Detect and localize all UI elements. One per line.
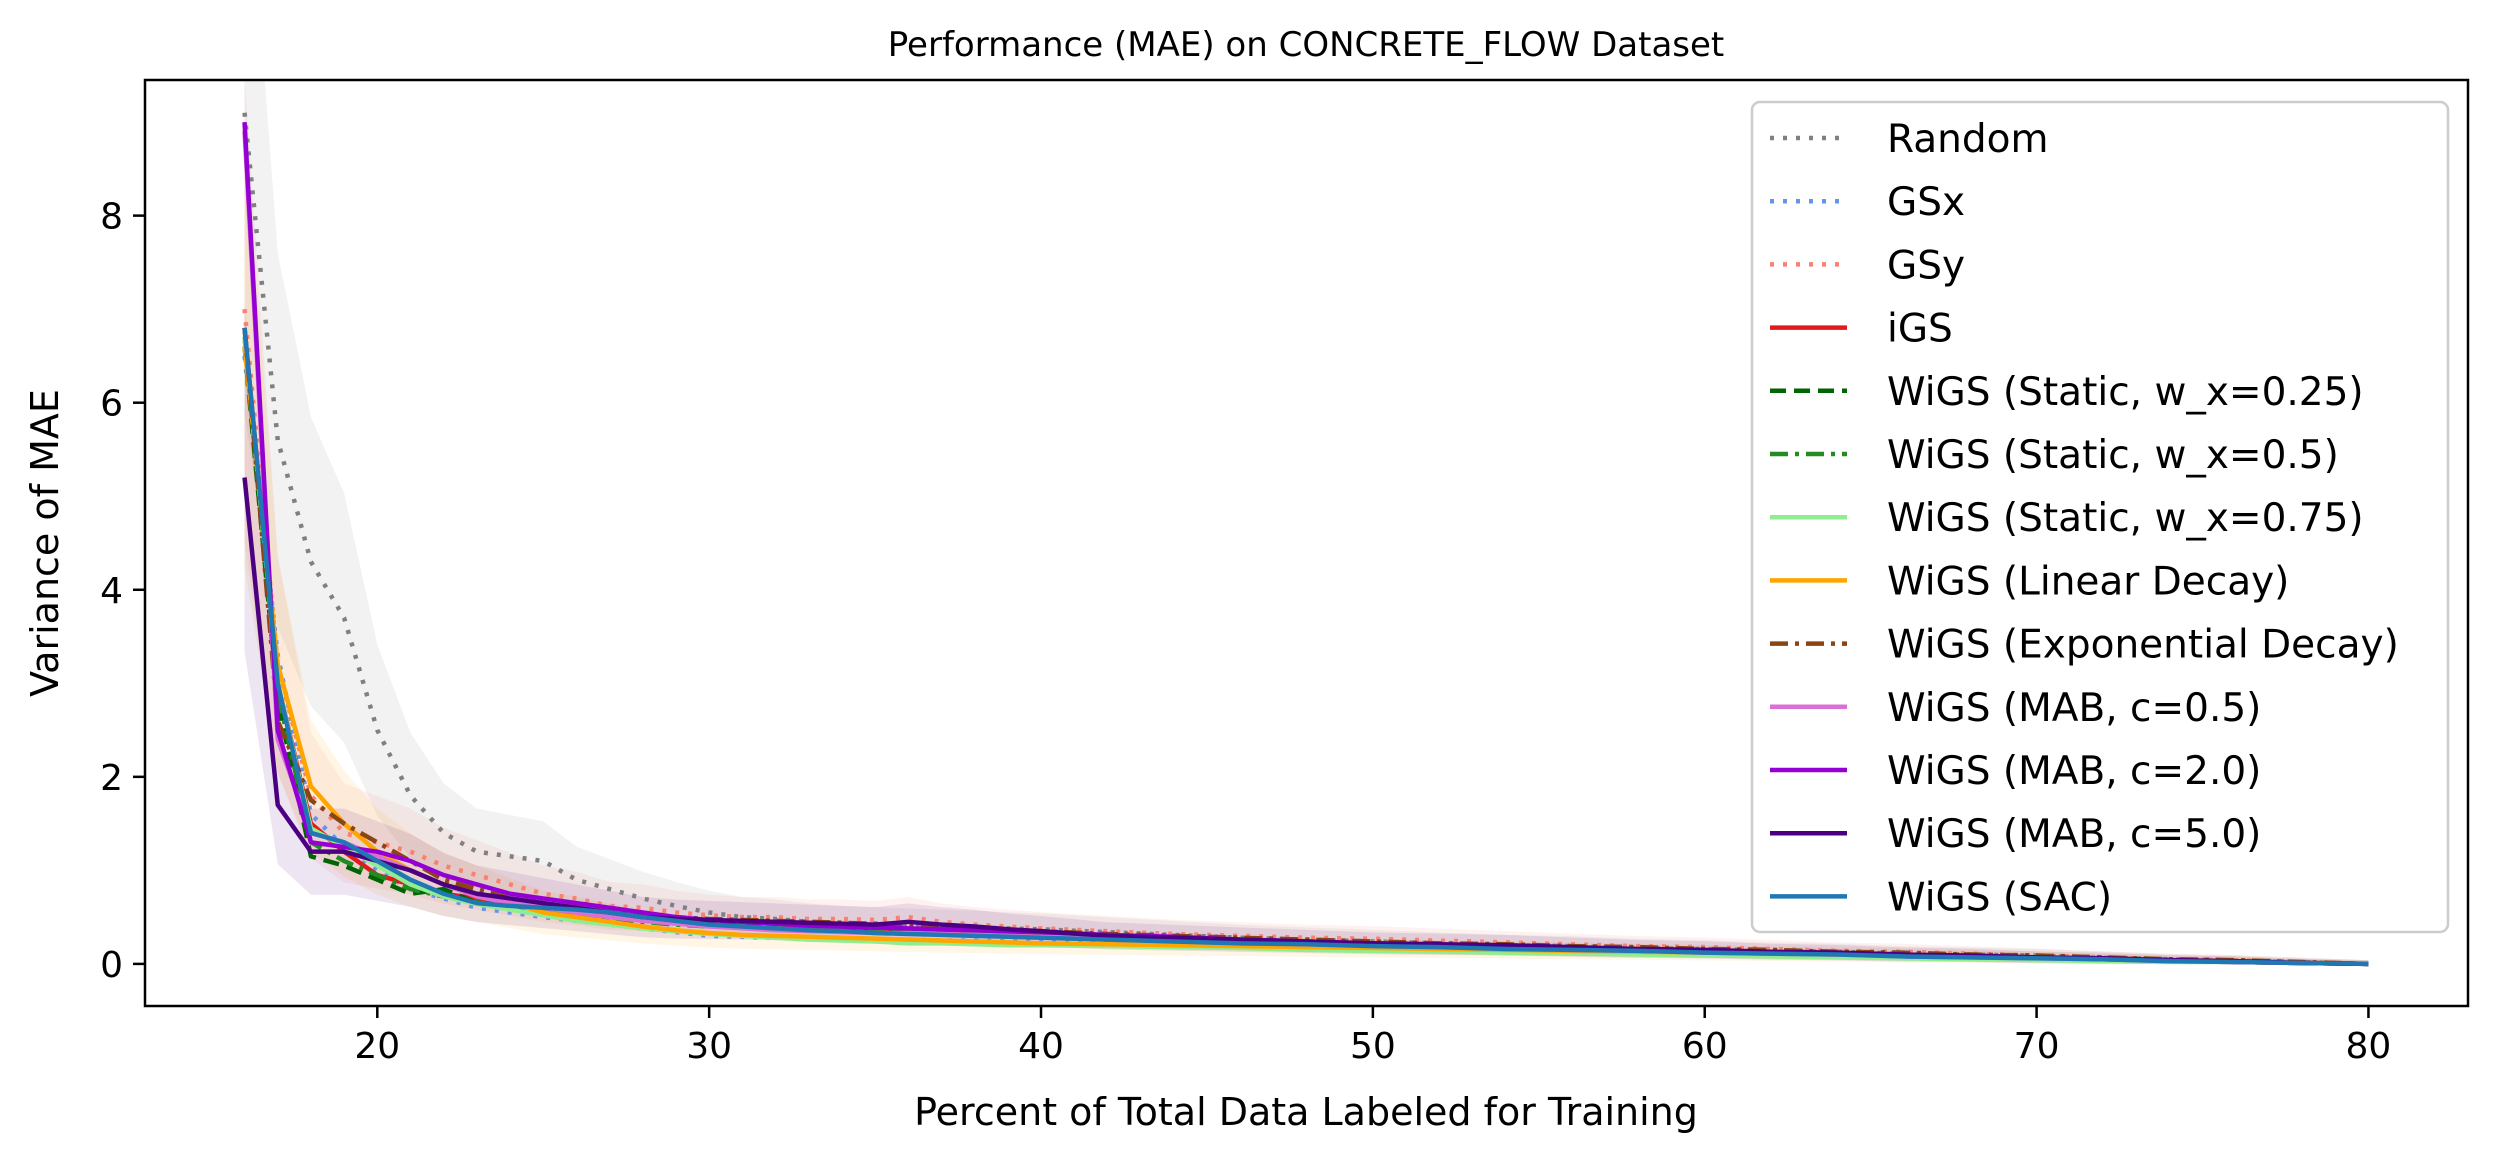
chart-title: Performance (MAE) on CONCRETE_FLOW Datas… (888, 25, 1725, 65)
x-tick-label: 70 (2014, 1026, 2060, 1067)
legend-label: WiGS (Static, w_x=0.75) (1887, 496, 2364, 541)
x-axis: 20 30 40 50 60 70 80 (354, 1006, 2391, 1067)
legend-label: Random (1887, 117, 2048, 162)
y-axis-label: Variance of MAE (23, 389, 67, 697)
y-tick-label: 8 (100, 197, 123, 238)
x-tick-label: 20 (354, 1026, 400, 1067)
legend-label: GSy (1887, 243, 1965, 288)
legend-label: WiGS (Exponential Decay) (1887, 623, 2399, 668)
legend-label: WiGS (MAB, c=5.0) (1887, 812, 2261, 857)
legend-label: iGS (1887, 307, 1953, 352)
band-random (244, 80, 2369, 964)
plot-frame (143, 78, 2470, 1008)
legend-frame (1750, 100, 2450, 934)
x-tick-label: 60 (1682, 1026, 1728, 1067)
y-tick-label: 4 (100, 571, 123, 612)
legend-label: WiGS (MAB, c=2.0) (1887, 749, 2261, 794)
y-tick-label: 6 (100, 384, 123, 425)
y-tick-label: 2 (100, 758, 123, 799)
legend-label: WiGS (SAC) (1887, 875, 2112, 920)
legend-label: WiGS (Static, w_x=0.25) (1887, 370, 2364, 415)
x-tick-label: 30 (686, 1026, 732, 1067)
legend: Random GSx GSy iGS WiGS (Static, w_x=0.25) Wi… (1750, 100, 2450, 934)
x-axis-label: Percent of Total Data Labeled for Traini… (914, 1090, 1698, 1134)
legend-label: WiGS (Linear Decay) (1887, 559, 2289, 604)
x-tick-label: 40 (1018, 1026, 1064, 1067)
x-tick-label: 80 (2346, 1026, 2392, 1067)
series-lines (242, 112, 2369, 967)
x-tick-label: 50 (1350, 1026, 1396, 1067)
legend-label: GSx (1887, 180, 1965, 225)
legend-label: WiGS (MAB, c=0.5) (1887, 686, 2261, 731)
series-line-wigs-sac (242, 327, 2369, 967)
y-axis: 0 2 4 6 8 (100, 197, 145, 986)
y-tick-label: 0 (100, 945, 123, 986)
legend-label: WiGS (Static, w_x=0.5) (1887, 433, 2339, 478)
band-gsy (244, 80, 2369, 964)
